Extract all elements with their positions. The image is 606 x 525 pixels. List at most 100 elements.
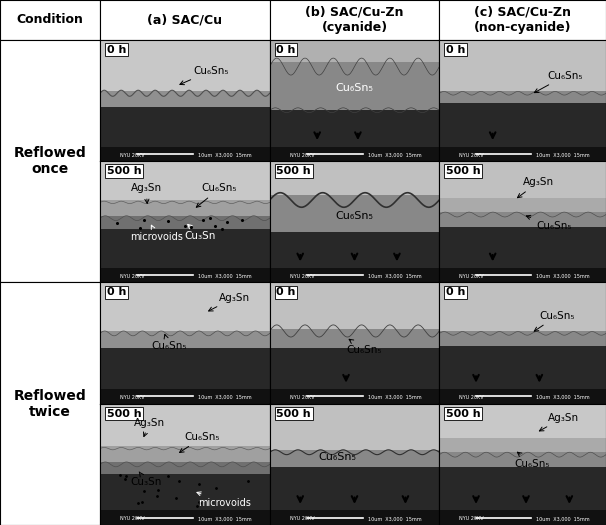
Bar (270, 389, 439, 404)
Bar (439, 282, 606, 331)
Text: 10um  X3,000  15mm: 10um X3,000 15mm (536, 395, 590, 400)
Bar (100, 462, 270, 474)
Text: Cu₆Sn₅: Cu₆Sn₅ (526, 215, 571, 231)
Text: Cu₃Sn: Cu₃Sn (130, 472, 162, 487)
Bar (100, 91, 270, 107)
Bar (100, 474, 270, 525)
Bar (270, 232, 439, 282)
Text: Ag₃Sn: Ag₃Sn (134, 417, 165, 436)
Text: Cu₆Sn₅: Cu₆Sn₅ (534, 311, 575, 331)
Bar (100, 510, 270, 525)
Bar (439, 146, 606, 161)
Text: Ag₃Sn: Ag₃Sn (518, 177, 554, 198)
Bar (100, 146, 270, 161)
Text: Reflowed
twice: Reflowed twice (13, 388, 87, 419)
Text: NYU 20KV: NYU 20KV (121, 517, 145, 521)
Text: NYU 20KV: NYU 20KV (459, 395, 484, 400)
Text: 10um  X3,000  15mm: 10um X3,000 15mm (198, 395, 252, 400)
Bar (270, 467, 439, 525)
Bar (439, 268, 606, 282)
Bar (270, 40, 439, 62)
Bar (439, 345, 606, 404)
Bar (100, 446, 270, 462)
Bar (100, 200, 270, 216)
Bar (270, 404, 439, 450)
Text: NYU 20KV: NYU 20KV (121, 395, 145, 400)
Bar (100, 348, 270, 404)
Text: 10um  X3,000  15mm: 10um X3,000 15mm (368, 274, 422, 279)
Text: 0 h: 0 h (276, 45, 296, 55)
Bar (100, 216, 270, 229)
Bar (100, 282, 270, 331)
Text: 0 h: 0 h (446, 45, 465, 55)
Bar (270, 282, 439, 329)
Bar (270, 450, 439, 467)
Bar (439, 161, 606, 197)
Text: 500 h: 500 h (107, 166, 141, 176)
Bar (270, 110, 439, 161)
Text: 500 h: 500 h (276, 166, 311, 176)
Text: 10um  X3,000  15mm: 10um X3,000 15mm (198, 274, 252, 279)
Text: NYU 20KV: NYU 20KV (121, 153, 145, 157)
Bar (270, 62, 439, 110)
Bar (100, 404, 270, 446)
Bar (439, 197, 606, 212)
Text: Cu₆Sn₅: Cu₆Sn₅ (179, 432, 221, 453)
Bar (100, 107, 270, 161)
Bar (270, 348, 439, 404)
Bar (439, 91, 606, 103)
Bar (439, 212, 606, 227)
Text: Reflowed
once: Reflowed once (13, 146, 87, 176)
Bar (100, 161, 270, 200)
Text: 0 h: 0 h (276, 287, 296, 297)
Text: NYU 20KV: NYU 20KV (121, 274, 145, 279)
Bar (439, 227, 606, 282)
Bar (100, 40, 270, 91)
Text: NYU 20KV: NYU 20KV (290, 517, 315, 521)
Text: Cu₆Sn₅: Cu₆Sn₅ (514, 452, 550, 469)
Bar (270, 146, 439, 161)
Text: 0 h: 0 h (446, 287, 465, 297)
Text: NYU 20KV: NYU 20KV (290, 153, 315, 157)
Text: 10um  X3,000  15mm: 10um X3,000 15mm (198, 153, 252, 157)
Bar (439, 404, 606, 438)
Bar (100, 229, 270, 282)
Text: 10um  X3,000  15mm: 10um X3,000 15mm (536, 153, 590, 157)
Bar (270, 161, 439, 195)
Text: 0 h: 0 h (107, 287, 126, 297)
Text: 500 h: 500 h (446, 166, 481, 176)
Bar (270, 329, 439, 348)
Text: NYU 20KV: NYU 20KV (459, 153, 484, 157)
Text: 10um  X3,000  15mm: 10um X3,000 15mm (198, 517, 252, 521)
Text: 0 h: 0 h (107, 45, 126, 55)
Bar (270, 268, 439, 282)
Text: 10um  X3,000  15mm: 10um X3,000 15mm (368, 153, 422, 157)
Text: NYU 20KV: NYU 20KV (459, 274, 484, 279)
Text: Cu₆Sn₅: Cu₆Sn₅ (346, 339, 382, 355)
Text: microvoids: microvoids (130, 225, 184, 242)
Text: 500 h: 500 h (107, 408, 141, 418)
Bar (270, 195, 439, 232)
Bar (439, 103, 606, 161)
Bar (100, 268, 270, 282)
Text: Ag₃Sn: Ag₃Sn (539, 413, 579, 431)
Bar (439, 452, 606, 467)
Bar (439, 389, 606, 404)
Text: NYU 20KV: NYU 20KV (459, 517, 484, 521)
Text: 10um  X3,000  15mm: 10um X3,000 15mm (536, 517, 590, 521)
Text: Cu₆Sn₅: Cu₆Sn₅ (151, 334, 187, 351)
Text: Cu₃Sn: Cu₃Sn (185, 224, 216, 241)
Text: (c) SAC/Cu-Zn
(non-cyanide): (c) SAC/Cu-Zn (non-cyanide) (474, 6, 571, 34)
Text: (b) SAC/Cu-Zn
(cyanide): (b) SAC/Cu-Zn (cyanide) (305, 6, 404, 34)
Text: NYU 20KV: NYU 20KV (290, 395, 315, 400)
Bar (100, 389, 270, 404)
Text: Ag₃Sn: Ag₃Sn (130, 184, 162, 203)
Text: 10um  X3,000  15mm: 10um X3,000 15mm (368, 395, 422, 400)
Text: Cu₆Sn₅: Cu₆Sn₅ (180, 66, 229, 85)
Text: 10um  X3,000  15mm: 10um X3,000 15mm (368, 517, 422, 521)
Bar (439, 40, 606, 91)
Text: Condition: Condition (16, 14, 84, 26)
Text: Cu₆Sn₅: Cu₆Sn₅ (319, 452, 356, 462)
Bar (439, 331, 606, 345)
Text: Ag₃Sn: Ag₃Sn (208, 292, 250, 311)
